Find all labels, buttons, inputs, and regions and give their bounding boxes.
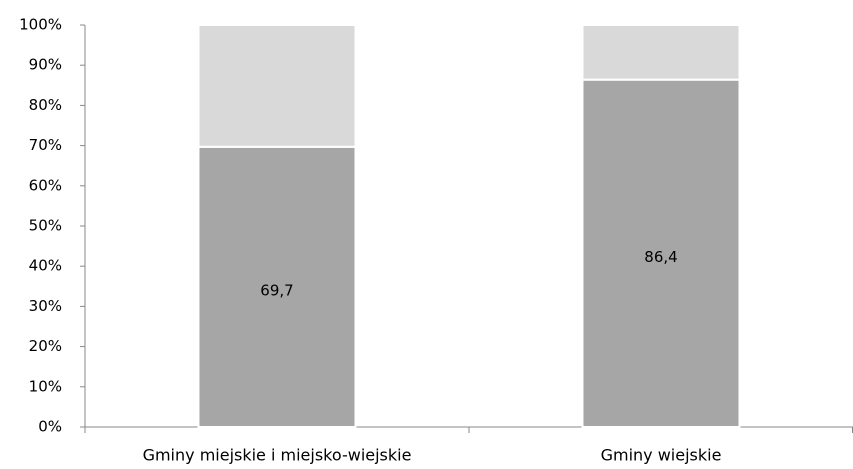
y-tick-label: 70% bbox=[29, 136, 62, 154]
y-tick-label: 90% bbox=[29, 56, 62, 74]
bar-segment bbox=[581, 78, 741, 428]
y-tick-label: 20% bbox=[29, 337, 62, 355]
bar-segment bbox=[197, 145, 357, 428]
y-tick-label: 80% bbox=[29, 96, 62, 114]
data-label: 69,7 bbox=[260, 281, 293, 299]
x-tick-label: Gminy wiejskie bbox=[601, 446, 722, 465]
y-tick-label: 0% bbox=[38, 418, 62, 436]
bar-segment bbox=[197, 24, 357, 148]
y-tick-label: 100% bbox=[19, 16, 62, 34]
x-tick-label: Gminy miejskie i miejsko-wiejskie bbox=[143, 446, 412, 465]
y-tick-label: 60% bbox=[29, 176, 62, 194]
y-tick-label: 30% bbox=[29, 297, 62, 315]
y-tick-label: 40% bbox=[29, 257, 62, 275]
y-tick-label: 10% bbox=[29, 377, 62, 395]
bar-segment bbox=[581, 24, 741, 81]
data-label: 86,4 bbox=[644, 248, 677, 266]
y-tick-label: 50% bbox=[29, 217, 62, 235]
